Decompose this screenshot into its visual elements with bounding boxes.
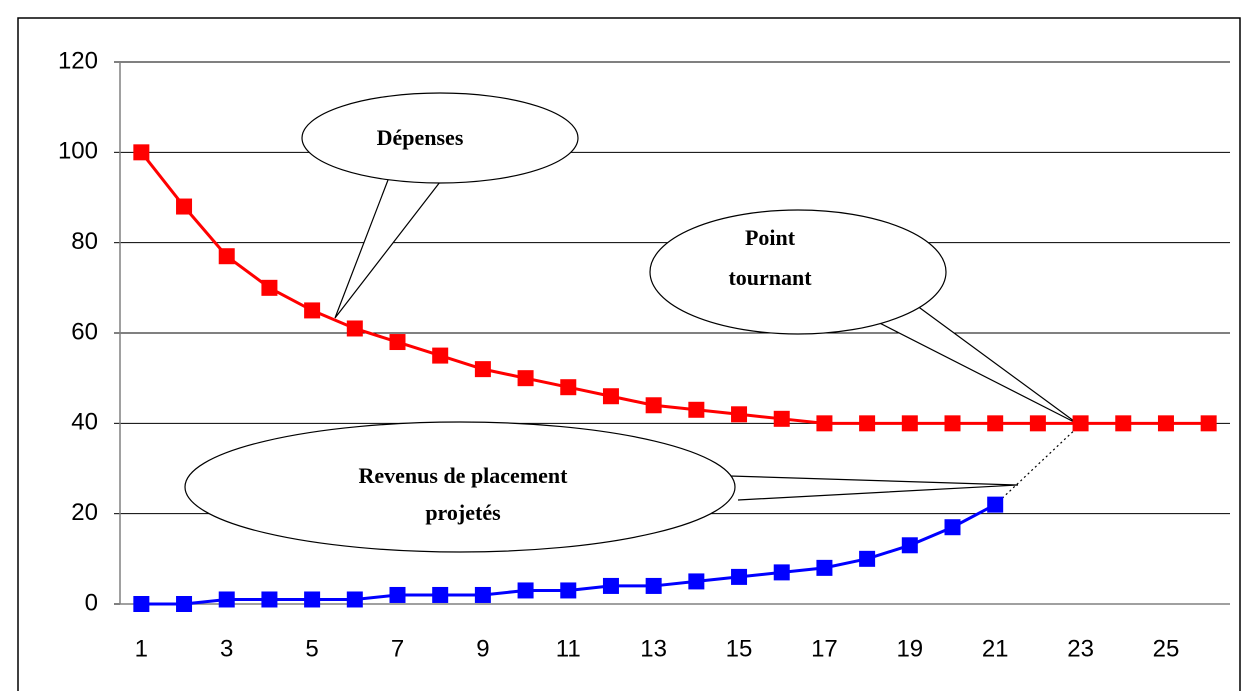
callout-pointer [729,475,1019,501]
marker [176,596,193,612]
x-tick-label: 15 [726,635,753,662]
marker [773,564,790,581]
marker [773,410,790,427]
marker [987,415,1004,432]
x-tick-label: 9 [476,635,489,662]
marker [389,334,406,351]
marker [517,370,534,387]
marker [731,568,748,585]
marker [645,397,662,414]
annotation: tournant [728,265,812,290]
marker [346,320,363,337]
marker [133,596,150,612]
marker [176,198,193,215]
marker [816,559,833,576]
x-tick-label: 21 [982,635,1009,662]
y-tick-label: 40 [71,409,98,436]
marker [688,573,705,590]
marker [987,496,1004,513]
annotation: Revenus de placement [359,463,569,488]
callout-bubble [301,92,579,184]
marker [859,550,876,567]
marker [602,577,619,594]
callout-bubble [649,209,947,335]
marker [261,591,278,608]
annotation: projetés [425,500,501,525]
marker [474,361,491,378]
marker [389,586,406,603]
marker [1115,415,1132,432]
annotation: Point [745,225,796,250]
marker [304,591,321,608]
marker [645,577,662,594]
marker [1029,415,1046,432]
marker [432,347,449,364]
marker [1157,415,1174,432]
x-tick-label: 11 [556,635,581,662]
y-tick-label: 20 [71,499,98,526]
x-tick-label: 25 [1153,635,1180,662]
marker [133,144,150,161]
marker [218,591,235,608]
callout-bubble [184,421,736,553]
chart-frame [17,17,1241,691]
y-tick-label: 80 [71,228,98,255]
marker [944,519,961,536]
x-tick-label: 19 [896,635,923,662]
y-tick-label: 0 [85,589,98,616]
marker [944,415,961,432]
marker [859,415,876,432]
annotation: Dépenses [377,125,464,150]
y-tick-label: 120 [58,47,98,74]
marker [901,537,918,554]
x-tick-label: 17 [811,635,838,662]
marker [688,401,705,418]
x-tick-label: 7 [391,635,404,662]
marker [901,415,918,432]
marker [474,586,491,603]
marker [560,379,577,396]
marker [602,388,619,405]
marker [517,582,534,599]
marker [346,591,363,608]
x-tick-label: 23 [1067,635,1094,662]
marker [731,406,748,423]
callout-pointer [334,179,441,319]
marker [1200,415,1217,432]
marker [432,586,449,603]
x-tick-label: 13 [640,635,667,662]
marker [816,415,833,432]
marker [304,302,321,319]
y-tick-label: 100 [58,138,98,165]
marker [218,248,235,265]
marker [261,279,278,296]
callouts [184,92,1079,553]
y-tick-label: 60 [71,318,98,345]
marker [1072,415,1089,432]
x-tick-label: 1 [135,635,148,662]
x-tick-label: 5 [305,635,318,662]
marker [560,582,577,599]
x-tick-label: 3 [220,635,233,662]
